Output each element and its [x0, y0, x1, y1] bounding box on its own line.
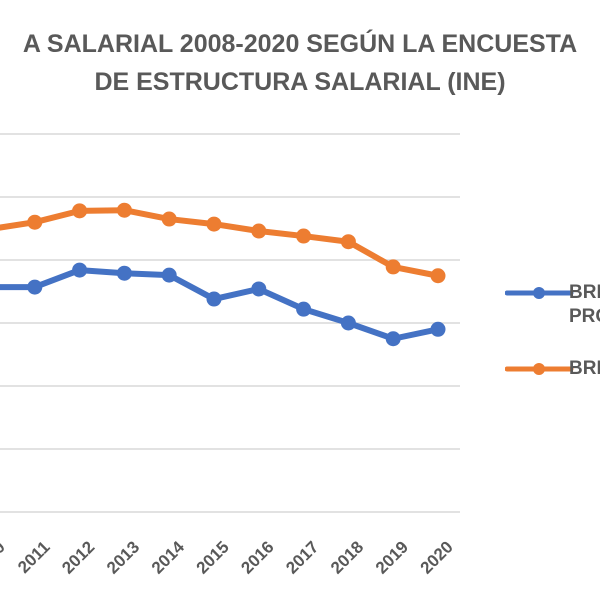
x-tick-label: 2019 [372, 537, 412, 577]
x-tick-label: 2015 [193, 537, 233, 577]
data-point-2-2011 [27, 214, 43, 230]
chart-title-line1: A SALARIAL 2008-2020 SEGÚN LA ENCUESTA [22, 30, 578, 58]
legend-marker-series-2 [505, 363, 574, 375]
data-point-1-2011 [27, 279, 43, 295]
x-tick-label: 2018 [327, 537, 367, 577]
data-point-1-2020 [430, 321, 446, 337]
x-tick-label: 2013 [103, 537, 143, 577]
chart-title-line2: DE ESTRUCTURA SALARIAL (INE) [94, 68, 506, 96]
x-tick-label: 2011 [14, 537, 54, 577]
x-tick-label: 2017 [282, 537, 322, 577]
x-tick-label: 2014 [148, 537, 189, 578]
data-point-1-2019 [385, 331, 401, 347]
legend-label-line2: PRO [569, 306, 600, 327]
data-point-2-2015 [206, 216, 222, 232]
data-point-1-2015 [206, 291, 222, 307]
data-point-1-2014 [161, 267, 177, 283]
data-point-2-2014 [161, 211, 177, 227]
x-tick-label: 2016 [237, 537, 277, 577]
legend-label-series-1: BRE PRO [569, 281, 600, 329]
data-point-2-2018 [340, 234, 356, 250]
data-point-1-2016 [251, 281, 267, 297]
x-tick-label: 2020 [417, 537, 457, 577]
legend-label-line1: BRE [569, 282, 600, 303]
data-point-2-2013 [116, 202, 132, 218]
data-point-2-2019 [385, 259, 401, 275]
data-point-1-2013 [116, 265, 132, 281]
legend-marker-series-1 [505, 287, 574, 299]
x-tick-label: 2010 [0, 537, 9, 577]
data-point-1-2018 [340, 315, 356, 331]
data-point-2-2020 [430, 268, 446, 284]
x-tick-label: 2012 [58, 537, 98, 577]
data-point-2-2017 [296, 228, 312, 244]
legend-label-series-2: BRE [569, 358, 600, 379]
data-point-2-2012 [72, 203, 88, 219]
data-point-1-2017 [296, 301, 312, 317]
data-point-2-2016 [251, 223, 267, 239]
data-point-1-2012 [72, 262, 88, 278]
